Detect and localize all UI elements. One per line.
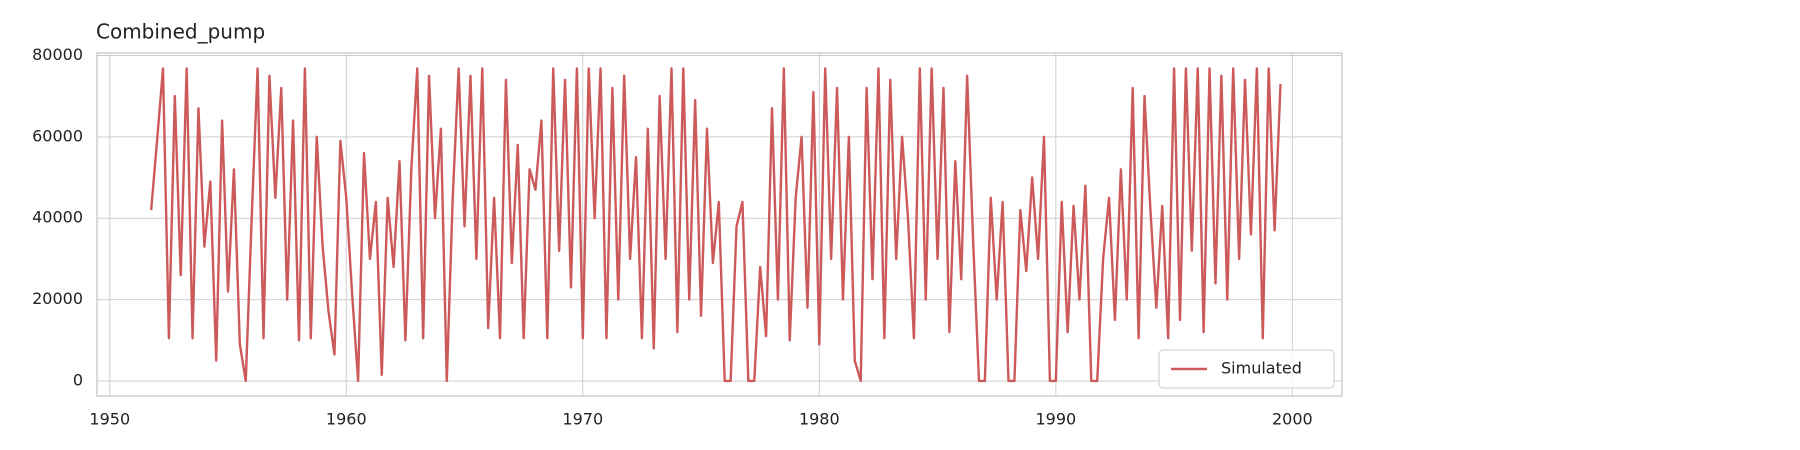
legend-label: Simulated: [1221, 359, 1302, 378]
x-tick-label: 2000: [1272, 410, 1313, 429]
y-tick-label: 60000: [32, 126, 83, 145]
y-tick-label: 80000: [32, 45, 83, 64]
x-tick-label: 1980: [799, 410, 840, 429]
x-tick-label: 1950: [89, 410, 130, 429]
y-tick-label: 40000: [32, 208, 83, 227]
x-tick-label: 1990: [1035, 410, 1076, 429]
x-tick-label: 1970: [562, 410, 603, 429]
legend-box: [1158, 349, 1335, 389]
y-tick-label: 0: [73, 370, 83, 389]
data-line: [149, 67, 1282, 383]
x-tick-label: 1960: [326, 410, 367, 429]
chart-title: Combined_pump: [96, 20, 265, 44]
y-tick-label: 20000: [32, 289, 83, 308]
plot-frame: [96, 52, 1343, 397]
